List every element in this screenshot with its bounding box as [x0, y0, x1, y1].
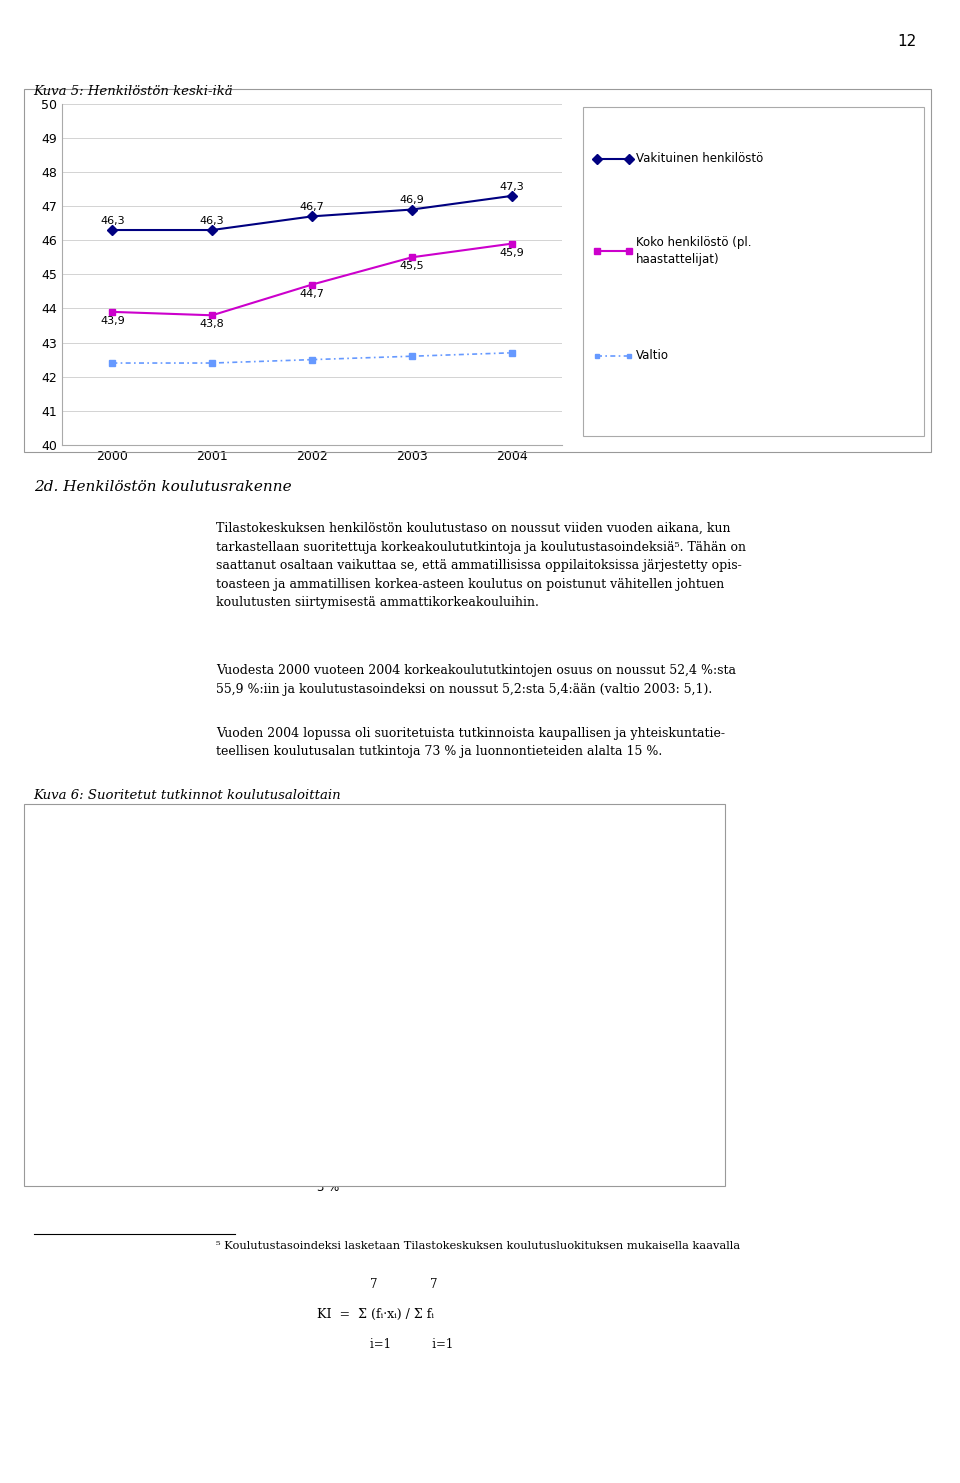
- Text: Vuodesta 2000 vuoteen 2004 korkeakoulututkintojen osuus on noussut 52,4 %:sta
55: Vuodesta 2000 vuoteen 2004 korkeakoulutu…: [216, 664, 736, 696]
- Wedge shape: [252, 879, 345, 997]
- Text: 44,7: 44,7: [300, 289, 324, 298]
- Text: 43,9: 43,9: [100, 316, 125, 326]
- Text: KI  =  Σ (fᵢ·xᵢ) / Σ fᵢ: KI = Σ (fᵢ·xᵢ) / Σ fᵢ: [317, 1308, 434, 1321]
- Text: ⁵ Koulutustasoindeksi lasketaan Tilastokeskuksen koulutusluokituksen mukaisella : ⁵ Koulutustasoindeksi lasketaan Tilastok…: [216, 1241, 740, 1252]
- Text: Kasvatustiede
2 %: Kasvatustiede 2 %: [432, 1053, 516, 1081]
- Text: 45,9: 45,9: [499, 248, 524, 258]
- Text: Kuva 5: Henkilöstön keski-ikä: Kuva 5: Henkilöstön keski-ikä: [34, 85, 233, 98]
- Text: 46,3: 46,3: [200, 217, 225, 225]
- Text: Kaupall. ja
yht.k.tiede
73 %: Kaupall. ja yht.k.tiede 73 %: [84, 968, 149, 1011]
- Text: Valtio: Valtio: [636, 350, 668, 362]
- Wedge shape: [279, 869, 345, 997]
- Text: Tilastokeskuksen henkilöstön koulutustaso on noussut viiden vuoden aikana, kun
t: Tilastokeskuksen henkilöstön koulutustas…: [216, 522, 746, 610]
- Text: 2d. Henkilöstön koulutusrakenne: 2d. Henkilöstön koulutusrakenne: [34, 480, 291, 494]
- Text: Vuoden 2004 lopussa oli suoritetuista tutkinnoista kaupallisen ja yhteiskuntatie: Vuoden 2004 lopussa oli suoritetuista tu…: [216, 727, 725, 758]
- Text: 7              7: 7 7: [370, 1278, 437, 1292]
- Text: Luonnontiede
15 %: Luonnontiede 15 %: [382, 807, 463, 835]
- Text: 12: 12: [898, 34, 917, 49]
- Text: Tekniikka
3 %: Tekniikka 3 %: [467, 986, 520, 1014]
- Wedge shape: [210, 862, 480, 1133]
- Wedge shape: [302, 865, 345, 997]
- Text: i=1           i=1: i=1 i=1: [370, 1338, 453, 1351]
- Text: Humanistinen ja
taideala
4 %: Humanistinen ja taideala 4 %: [473, 919, 569, 962]
- Text: Kuva 6: Suoritetut tutkinnot koulutusaloittain: Kuva 6: Suoritetut tutkinnot koulutusalo…: [34, 789, 341, 802]
- Text: 43,8: 43,8: [200, 319, 225, 329]
- Text: Koko henkilöstö (pl.
haastattelijat): Koko henkilöstö (pl. haastattelijat): [636, 236, 751, 265]
- Text: 47,3: 47,3: [499, 182, 524, 191]
- Text: Vakituinen henkilöstö: Vakituinen henkilöstö: [636, 153, 763, 165]
- Text: Muut
3 %: Muut 3 %: [313, 1166, 344, 1194]
- Text: 45,5: 45,5: [399, 261, 424, 271]
- Text: 46,9: 46,9: [399, 196, 424, 206]
- Text: 46,7: 46,7: [300, 202, 324, 212]
- Wedge shape: [209, 899, 345, 1014]
- Wedge shape: [320, 862, 345, 997]
- Text: 46,3: 46,3: [100, 217, 125, 225]
